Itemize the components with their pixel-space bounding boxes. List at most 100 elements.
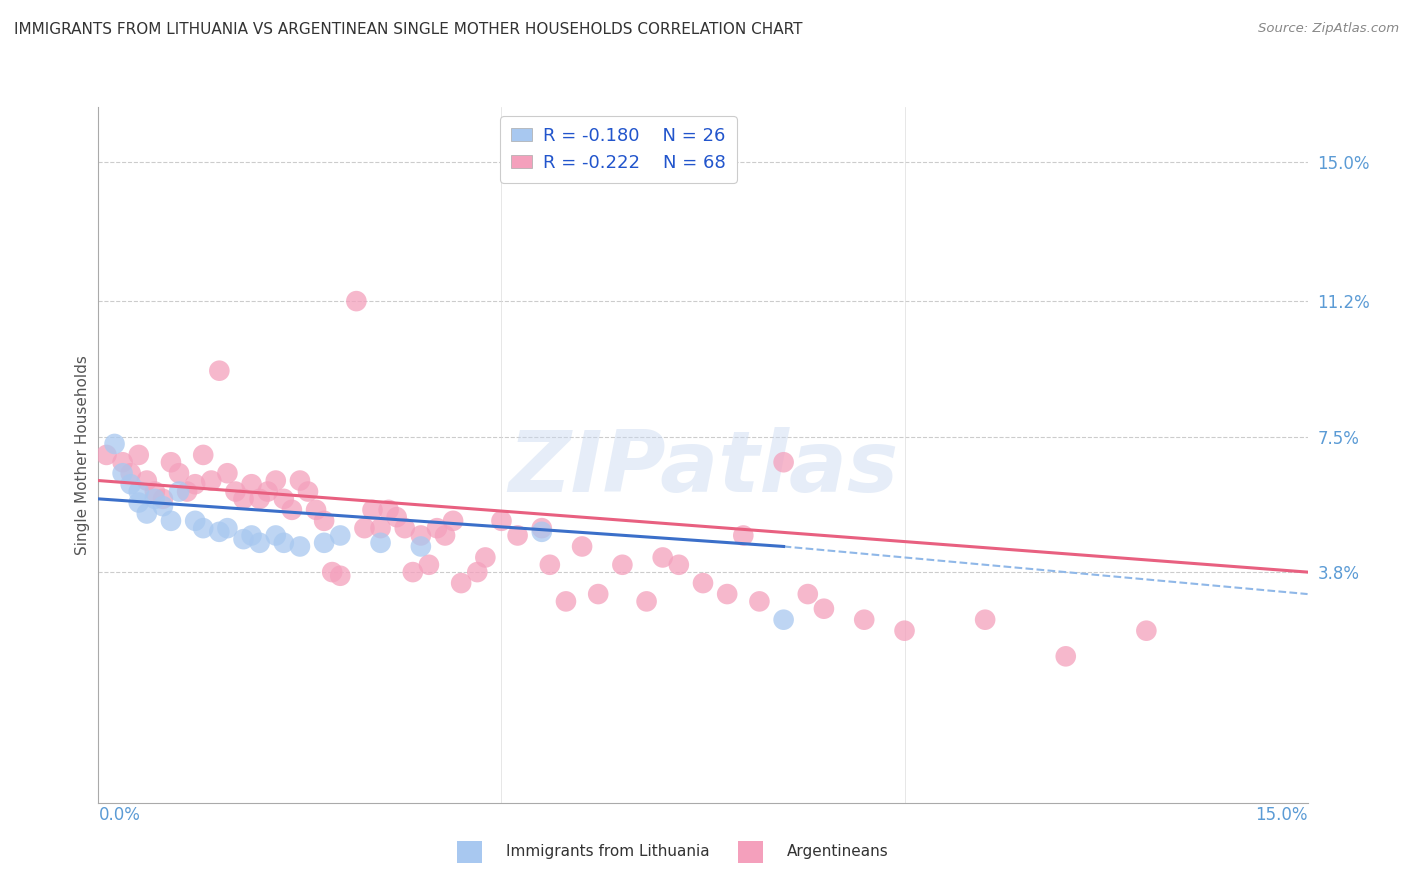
Point [314,514,336,528]
Point [692,576,714,591]
Point [538,558,561,572]
Point [232,491,254,506]
Point [288,474,311,488]
Point [256,484,278,499]
Point [426,521,449,535]
Point [314,536,336,550]
Point [135,507,157,521]
Point [184,514,207,528]
Point [152,491,174,506]
Text: 15.0%: 15.0% [1256,806,1308,824]
Text: Source: ZipAtlas.com: Source: ZipAtlas.com [1258,22,1399,36]
Point [353,521,375,535]
Point [111,467,134,481]
Point [361,503,384,517]
Text: Immigrants from Lithuania: Immigrants from Lithuania [506,845,710,859]
Point [120,477,142,491]
Point [96,448,118,462]
Point [1054,649,1077,664]
Point [394,521,416,535]
Point [193,521,215,535]
Point [506,528,529,542]
Point [530,524,553,539]
Point [474,550,496,565]
Point [853,613,876,627]
Point [434,528,457,542]
Point [893,624,915,638]
Point [143,484,166,499]
Point [797,587,820,601]
Point [103,437,125,451]
Point [193,448,215,462]
Point [530,521,553,535]
Point [571,540,593,554]
Point [224,484,246,499]
Text: Argentineans: Argentineans [787,845,889,859]
Point [128,448,150,462]
Text: 0.0%: 0.0% [98,806,141,824]
Point [555,594,578,608]
Point [167,484,190,499]
Point [217,521,239,535]
Point [232,532,254,546]
Point [636,594,658,608]
Point [1135,624,1157,638]
Point [586,587,609,601]
Point [772,455,794,469]
Point [240,528,263,542]
Point [160,514,183,528]
Point [208,364,231,378]
Point [748,594,770,608]
Point [813,601,835,615]
Point [450,576,472,591]
Point [120,467,142,481]
Point [184,477,207,491]
Point [160,455,183,469]
Point [385,510,408,524]
Point [733,528,755,542]
Point [305,503,328,517]
Point [273,491,295,506]
Point [281,503,304,517]
Point [249,536,271,550]
Text: IMMIGRANTS FROM LITHUANIA VS ARGENTINEAN SINGLE MOTHER HOUSEHOLDS CORRELATION CH: IMMIGRANTS FROM LITHUANIA VS ARGENTINEAN… [14,22,803,37]
Point [143,491,166,506]
Point [321,565,343,579]
Point [409,540,432,554]
Point [402,565,425,579]
Point [264,474,287,488]
Point [772,613,794,627]
Point [344,294,367,309]
Y-axis label: Single Mother Households: Single Mother Households [75,355,90,555]
Point [491,514,513,528]
Point [273,536,295,550]
Point [441,514,464,528]
Point [167,467,190,481]
Text: ZIPatlas: ZIPatlas [508,427,898,510]
Point [716,587,738,601]
Point [668,558,690,572]
Point [297,484,319,499]
Point [152,499,174,513]
Point [128,484,150,499]
Point [200,474,222,488]
Point [612,558,634,572]
Point [370,521,392,535]
Point [135,474,157,488]
Point [377,503,399,517]
Point [217,467,239,481]
Point [418,558,440,572]
Point [409,528,432,542]
Point [974,613,997,627]
Point [329,568,352,582]
Legend: R = -0.180    N = 26, R = -0.222    N = 68: R = -0.180 N = 26, R = -0.222 N = 68 [501,116,737,183]
Point [208,524,231,539]
Point [465,565,488,579]
Point [329,528,352,542]
Point [176,484,198,499]
Point [264,528,287,542]
Point [288,540,311,554]
Point [651,550,673,565]
Point [111,455,134,469]
Point [370,536,392,550]
